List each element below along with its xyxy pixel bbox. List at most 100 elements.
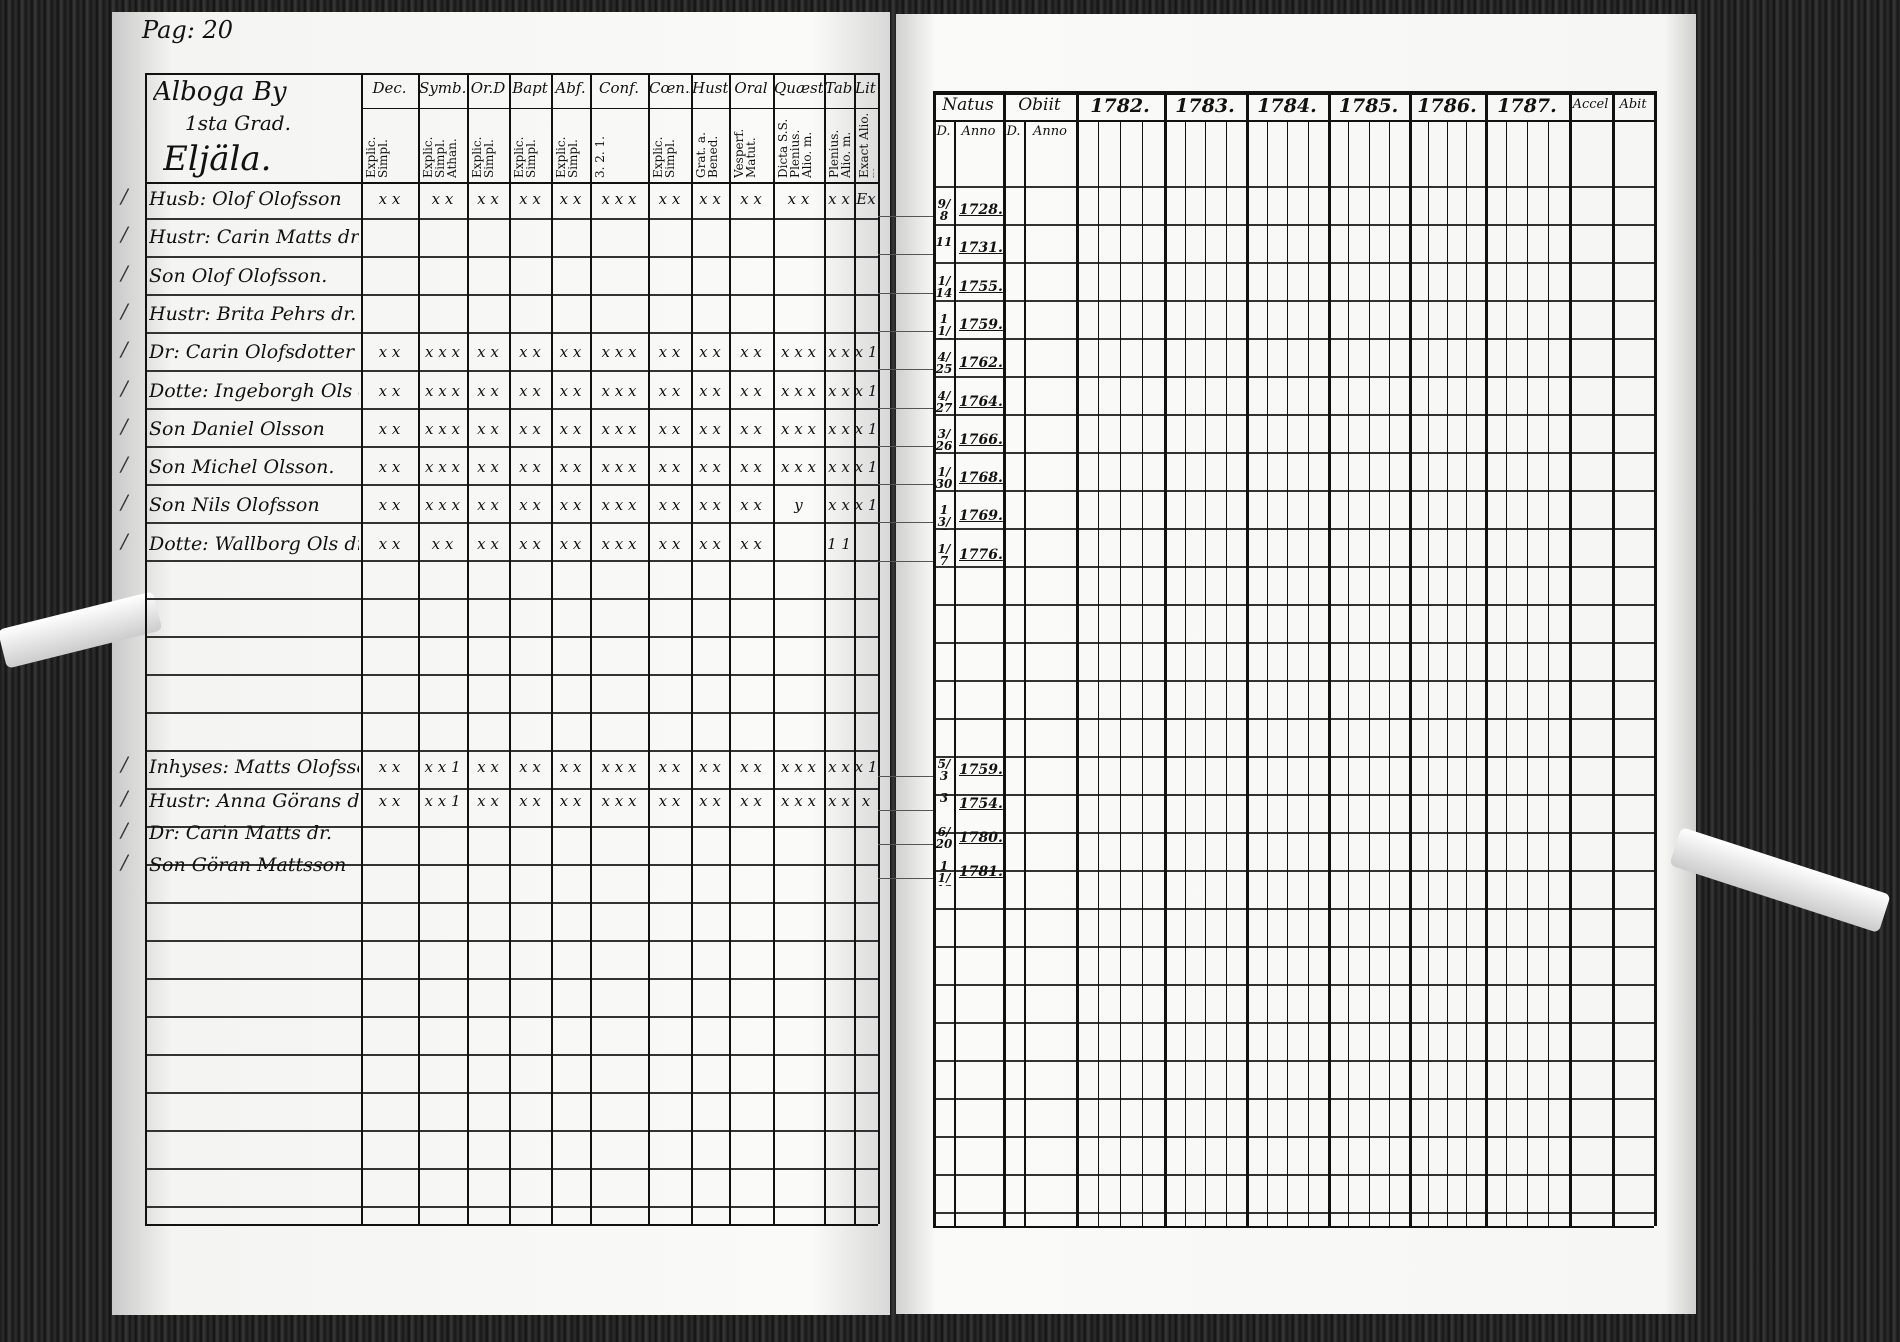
year-subcolumn-line (1348, 120, 1350, 1226)
column-header: Dec. (372, 79, 407, 97)
exam-mark: x x (658, 534, 681, 553)
exam-mark: x x (559, 758, 582, 776)
birth-year: 1731. (959, 240, 1003, 257)
column-line (1246, 91, 1249, 1226)
village-title: Alboga By (153, 77, 287, 107)
birth-day: 1/30 (935, 466, 953, 492)
column-subheader: Plenius. Alio. m. (828, 129, 850, 178)
birth-year: 1768. (959, 470, 1003, 487)
exam-mark: x x (477, 419, 499, 438)
exam-mark: x 1 (854, 458, 878, 477)
exam-mark: x x (477, 190, 499, 208)
exam-mark: x x (828, 792, 850, 810)
exam-mark: x x (519, 758, 541, 776)
row-connector-line (878, 407, 933, 409)
person-name: Dr: Carin Olofsdotter (149, 341, 355, 364)
column-header: Abf. (555, 79, 586, 97)
column-line (509, 73, 511, 1224)
column-subheader: Exact Alio. m. (858, 112, 874, 178)
header-divider (361, 108, 878, 109)
column-line (1409, 91, 1412, 1226)
exam-mark: x x (828, 496, 850, 515)
column-subheader: 3. 2. 1. (594, 136, 607, 178)
year-subcolumn-line (1548, 120, 1549, 1226)
year-subcolumn-line (1266, 120, 1268, 1226)
exam-mark: x 1 (854, 419, 878, 438)
row-connector-line (878, 484, 933, 486)
exam-mark: x x (740, 419, 762, 438)
natus-header: Natus (942, 95, 994, 115)
natus-anno-header: Anno (961, 124, 996, 139)
margin-check-mark: / (121, 752, 128, 776)
person-name: Inhyses: Matts Olofsson (149, 756, 359, 778)
year-subcolumn-line (1428, 120, 1429, 1226)
accel-header: Accel (1572, 97, 1609, 112)
exam-mark: x x x (601, 534, 637, 553)
column-line (933, 91, 936, 1226)
column-header: Conf. (599, 79, 639, 97)
person-name: Son Olof Olofsson. (149, 264, 328, 287)
exam-mark: x x (559, 792, 582, 810)
person-name: Hustr: Anna Görans dr. (149, 790, 359, 812)
birth-year: 1728. (959, 202, 1003, 218)
row-connector-line (878, 878, 933, 879)
birth-year: 1780. (959, 830, 1003, 846)
row-connector-line (878, 844, 933, 845)
year-header: 1784. (1257, 95, 1317, 117)
exam-mark: x 1 (854, 381, 878, 400)
exam-mark: x x x (601, 758, 637, 776)
right-border (933, 91, 1654, 95)
exam-mark: x x (378, 758, 401, 776)
exam-mark: x x (658, 190, 681, 208)
exam-mark: x x (740, 534, 762, 553)
year-subcolumn-line (1225, 120, 1227, 1226)
obiit-anno-header: Anno (1033, 124, 1067, 139)
exam-mark: x x (378, 343, 401, 362)
exam-mark: x x (477, 381, 499, 400)
exam-mark: x x (699, 458, 721, 477)
column-line (691, 73, 693, 1224)
column-subheader: Explic. Simpl. (365, 136, 390, 178)
exam-mark: x x (658, 343, 681, 362)
book-clip-right (1669, 826, 1891, 934)
exam-mark: x x (559, 343, 582, 362)
column-line (1076, 91, 1079, 1226)
exam-mark: x x x (425, 381, 460, 400)
exam-mark: x x x (601, 419, 637, 438)
exam-mark: x x x (781, 758, 816, 776)
year-header: 1787. (1497, 95, 1557, 117)
row-connector-line (878, 369, 933, 371)
column-header: Quæst. (774, 79, 823, 97)
exam-mark: x x (559, 381, 582, 400)
margin-check-mark: / (121, 413, 128, 438)
person-name: Dotte: Wallborg Ols dr. (149, 532, 359, 555)
exam-mark: x x (658, 458, 681, 477)
exam-mark: x x (740, 190, 762, 208)
column-subheader: Explic. Simpl. (471, 136, 496, 178)
birth-day: 11/14 (936, 312, 953, 339)
exam-mark: x x (519, 381, 541, 400)
column-subheader: Explic. Simpl. (652, 136, 677, 178)
person-name: Son Michel Olsson. (149, 456, 335, 479)
exam-mark: x x (699, 343, 721, 362)
exam-mark: x x x (425, 496, 460, 515)
exam-mark: x x x (781, 792, 816, 810)
year-subcolumn-line (1368, 120, 1370, 1226)
margin-check-mark: / (121, 818, 128, 842)
birth-day: 4/25 (935, 351, 953, 377)
exam-mark: x x (477, 496, 499, 515)
exam-mark: x x (477, 534, 499, 553)
exam-mark: x 1 (854, 343, 878, 362)
exam-mark: x x x (781, 343, 816, 362)
exam-mark: x (861, 792, 871, 810)
year-subcolumn-line (1388, 120, 1390, 1226)
row-connector-line (878, 292, 933, 294)
column-header: Symb. (419, 79, 466, 97)
exam-mark: x x (378, 534, 401, 553)
exam-mark: x x x (781, 419, 816, 438)
exam-mark: x x (828, 190, 850, 208)
exam-mark: x x (559, 419, 582, 438)
column-line (1612, 91, 1615, 1226)
exam-mark: x x (740, 792, 762, 810)
exam-mark: x x (828, 381, 850, 400)
